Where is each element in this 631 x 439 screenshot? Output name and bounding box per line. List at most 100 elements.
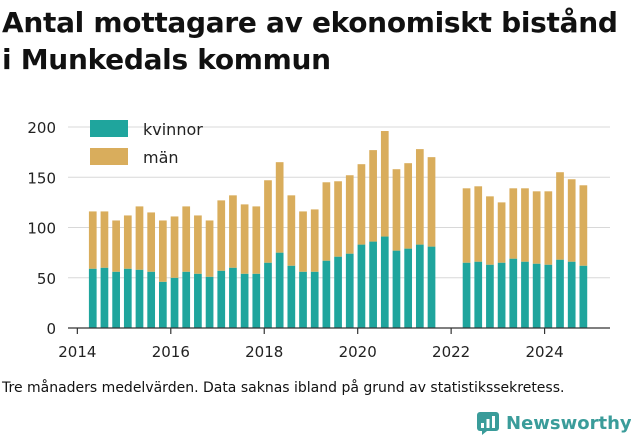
bar-man [299, 211, 307, 272]
y-tick-label: 200 [27, 119, 56, 137]
bar-man [556, 172, 564, 260]
title-line-2: i Munkedals kommun [2, 43, 331, 76]
bar-kvinnor [345, 253, 354, 328]
bar-kvinnor [567, 261, 576, 328]
bar-man [415, 149, 424, 245]
x-tick-label: 2016 [152, 343, 190, 361]
footnote: Tre månaders medelvärden. Data saknas ib… [2, 380, 565, 396]
bar-man [252, 206, 261, 274]
bar-kvinnor [497, 262, 506, 328]
y-tick-label: 0 [46, 320, 56, 338]
bar-kvinnor [229, 267, 237, 328]
bar-man [158, 220, 167, 282]
bar-man [217, 200, 226, 271]
bar-kvinnor [579, 265, 588, 328]
newsworthy-icon [477, 412, 499, 435]
legend-swatch-kvinnor [90, 120, 128, 137]
bar-man [579, 185, 588, 266]
bar-kvinnor [392, 250, 401, 328]
bar-kvinnor [521, 261, 529, 328]
axes: 0 50 100 150 200 2014 2016 2018 2020 2022 2024 [27, 119, 610, 361]
x-tick-label: 2014 [58, 343, 96, 361]
bar-man [380, 131, 389, 237]
bar-man [147, 212, 156, 272]
bars [88, 131, 588, 328]
x-tick-label: 2018 [245, 343, 283, 361]
bar-man [544, 191, 553, 265]
chart-title: Antal mottagare av ekonomiskt bistånd i … [2, 4, 627, 78]
bar-man [427, 157, 436, 247]
bar-man [264, 180, 272, 263]
bar-kvinnor [556, 259, 564, 328]
bar-man [194, 215, 202, 274]
bar-man [205, 220, 214, 277]
y-tick-label: 100 [27, 220, 56, 238]
bar-man [486, 196, 494, 265]
bar-man [287, 195, 296, 266]
bar-kvinnor [369, 241, 377, 328]
bar-kvinnor [532, 263, 541, 328]
bar-kvinnor [334, 256, 342, 328]
bar-man [334, 181, 342, 257]
y-tick-label: 150 [27, 169, 56, 187]
bar-man [240, 204, 249, 274]
legend-label-kvinnor: kvinnor [143, 120, 203, 139]
bar-kvinnor [252, 273, 261, 328]
bar-kvinnor [462, 262, 471, 328]
bar-man [88, 211, 97, 269]
bar-kvinnor [205, 276, 214, 328]
bar-kvinnor [380, 236, 389, 328]
x-tick-label: 2020 [339, 343, 377, 361]
bar-kvinnor [275, 252, 284, 328]
bar-man [229, 195, 237, 268]
bar-man [310, 209, 319, 272]
bar-kvinnor [112, 271, 120, 328]
bar-kvinnor [299, 271, 307, 328]
bar-kvinnor [147, 271, 156, 328]
bar-man [392, 169, 401, 251]
bar-man [182, 206, 191, 272]
y-tick-label: 50 [37, 270, 56, 288]
bar-man [345, 175, 354, 254]
bar-kvinnor [123, 268, 132, 328]
bar-man [521, 188, 529, 262]
bar-kvinnor [509, 258, 518, 328]
bar-kvinnor [427, 246, 436, 328]
bar-kvinnor [158, 281, 167, 328]
bar-man [404, 163, 413, 249]
bar-kvinnor [486, 264, 494, 328]
bar-kvinnor [404, 248, 413, 328]
bar-kvinnor [194, 273, 202, 328]
newsworthy-logo[interactable]: Newsworthy [476, 409, 631, 437]
bar-kvinnor [474, 261, 483, 328]
x-tick-label: 2022 [432, 343, 470, 361]
title-line-1: Antal mottagare av ekonomiskt bistånd [2, 6, 618, 39]
bar-man [567, 179, 576, 262]
bar-man [532, 191, 541, 264]
bar-kvinnor [88, 268, 97, 328]
bar-kvinnor [170, 277, 179, 328]
bar-man [462, 188, 471, 263]
bar-man [322, 182, 331, 261]
bar-kvinnor [240, 273, 249, 328]
bar-man [497, 202, 506, 263]
bar-kvinnor [322, 260, 331, 328]
bar-kvinnor [264, 262, 272, 328]
bar-kvinnor [357, 244, 366, 328]
bar-man [369, 150, 377, 242]
bar-kvinnor [544, 264, 553, 328]
legend-label-man: män [143, 148, 179, 167]
bar-man [357, 164, 366, 245]
legend: kvinnor män [90, 120, 203, 167]
legend-swatch-man [90, 148, 128, 165]
bar-kvinnor [135, 269, 144, 328]
bar-kvinnor [310, 271, 319, 328]
bar-man [509, 188, 518, 259]
bar-man [123, 215, 132, 269]
x-tick-label: 2024 [525, 343, 563, 361]
bar-kvinnor [217, 270, 226, 328]
bar-kvinnor [287, 265, 296, 328]
bar-man [474, 186, 483, 262]
bar-kvinnor [100, 267, 109, 328]
bar-man [170, 216, 179, 278]
